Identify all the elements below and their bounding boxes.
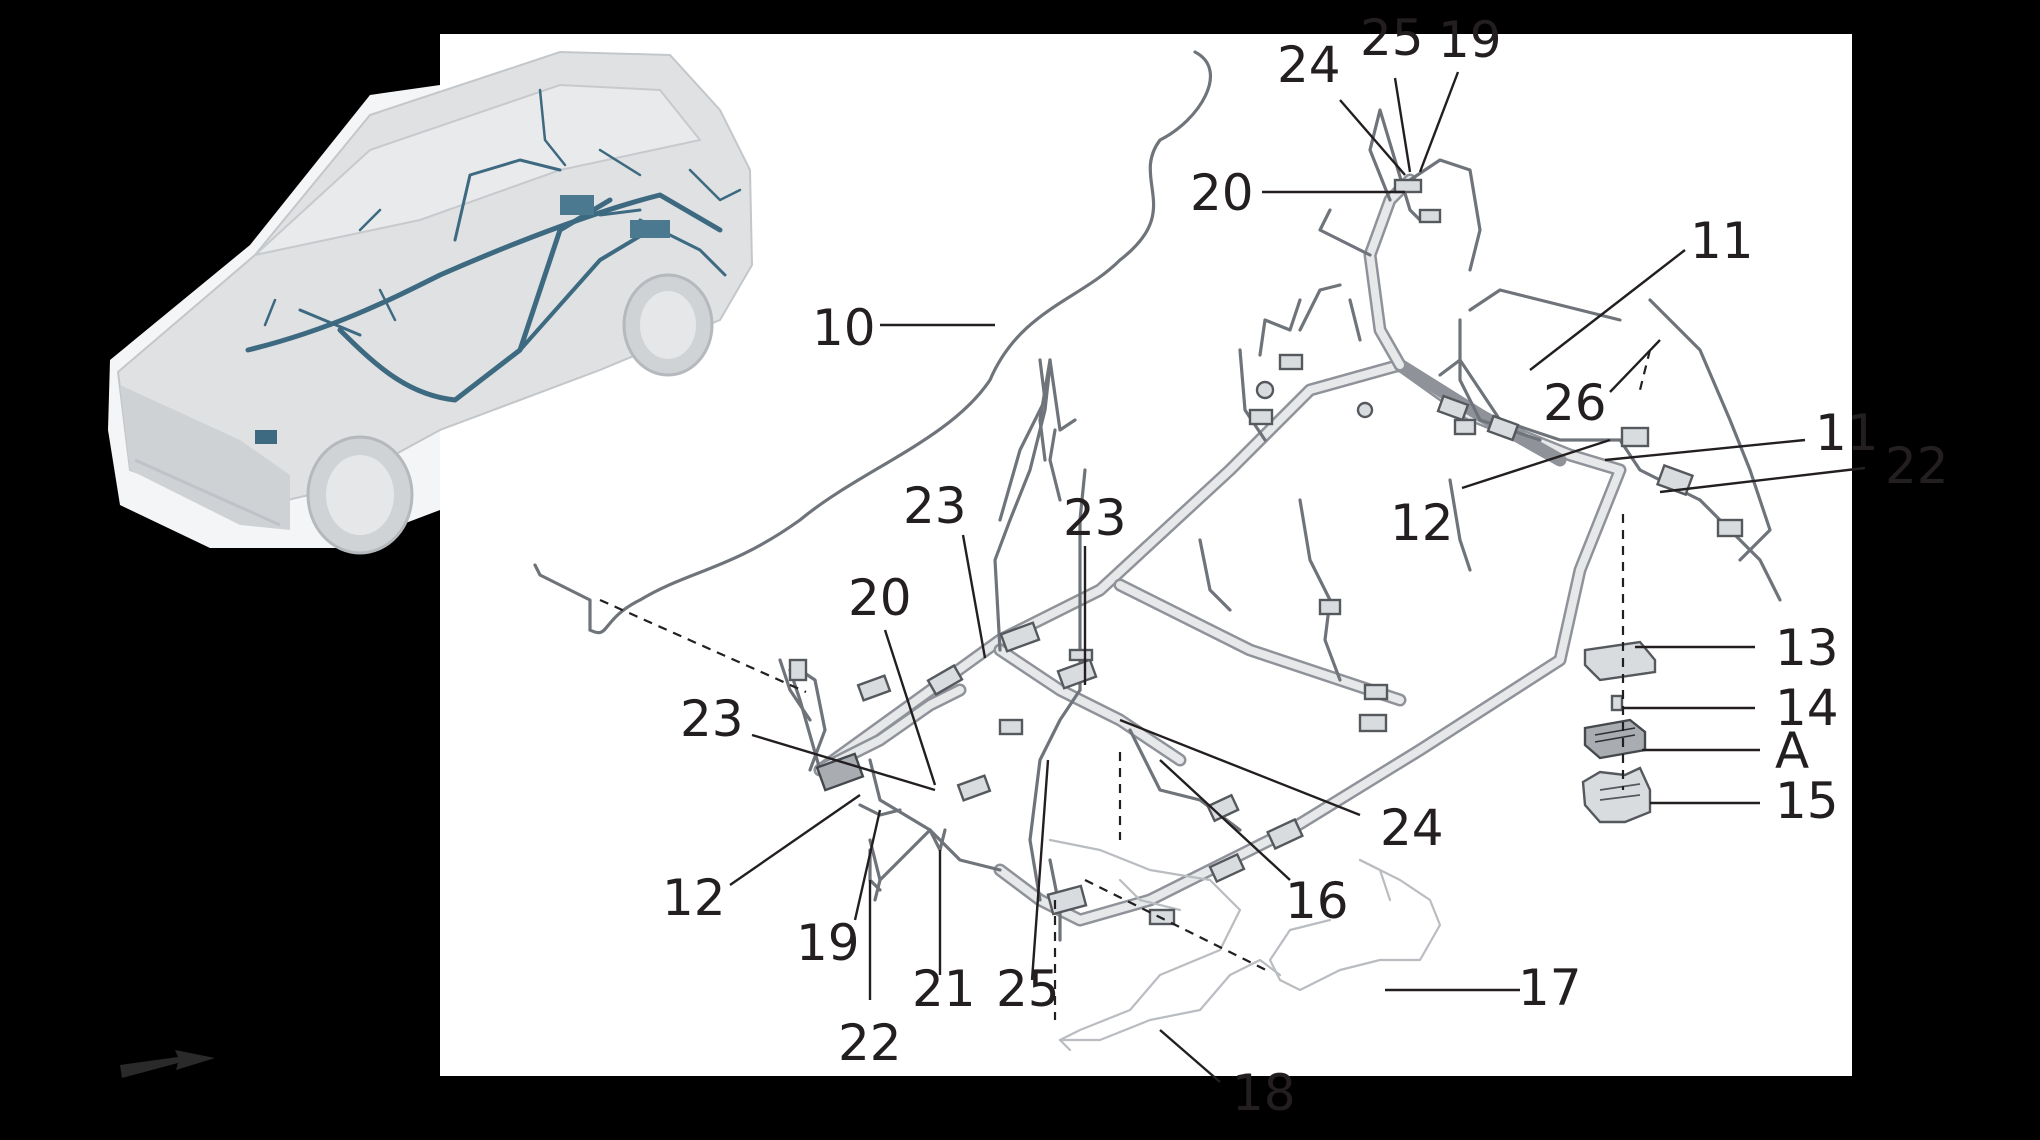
callout-24-top: 24 [1277,36,1341,94]
callout-20-top: 20 [1190,164,1254,222]
callout-26: 26 [1543,374,1607,432]
assembly-dash-lines [599,349,1652,1020]
callout-19-top: 19 [1438,11,1502,69]
callout-13: 13 [1775,619,1839,677]
forward-arrow-icon [120,1050,215,1078]
car-thumbnail-icon [108,50,754,555]
callout-23-center: 23 [1063,489,1127,547]
callout-23-left: 23 [680,690,744,748]
callout-15: 15 [1775,772,1839,830]
callout-23-mid: 23 [903,477,967,535]
callout-18: 18 [1232,1064,1296,1122]
callout-24-bottom: 24 [1380,799,1444,857]
callout-25-top: 25 [1360,9,1424,67]
callout-12-left: 12 [662,869,726,927]
callout-14: 14 [1775,679,1839,737]
callout-22-right: 22 [1885,437,1949,495]
callout-17: 17 [1518,959,1582,1017]
callout-25-bottom: 25 [996,960,1060,1018]
callout-21: 21 [912,960,976,1018]
callout-11-right: 11 [1815,404,1879,462]
callout-22-bottom: 22 [838,1014,902,1072]
callout-labels: 10 11 11 12 12 13 14 A 15 16 17 18 19 19… [662,9,1949,1122]
callout-10: 10 [812,299,876,357]
callout-12-right: 12 [1390,494,1454,552]
harness-drawing [533,50,1782,1052]
leader-lines [729,71,1866,1083]
callout-11-top: 11 [1690,212,1754,270]
callout-19-left: 19 [796,914,860,972]
callout-16: 16 [1285,872,1349,930]
callout-20-left: 20 [848,569,912,627]
callout-A: A [1775,722,1809,780]
